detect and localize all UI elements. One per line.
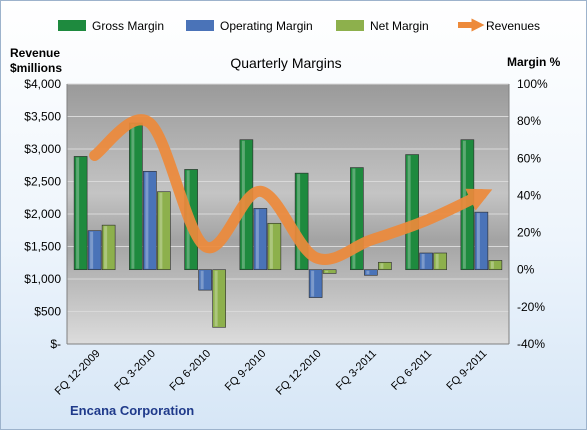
bar-highlight xyxy=(490,261,494,269)
left-tick-label: $500 xyxy=(34,305,61,319)
category-label: FQ 6-2010 xyxy=(168,348,214,394)
bar-highlight xyxy=(297,174,301,269)
right-tick-label: -20% xyxy=(517,300,545,314)
category-label: FQ 9-2010 xyxy=(223,348,269,394)
bar-highlight xyxy=(380,263,384,269)
bar-operating-margin xyxy=(198,269,212,291)
bar-highlight xyxy=(435,254,439,269)
bar-operating-margin xyxy=(308,269,323,298)
left-axis-ticks: $- $500 $1,000 $1,500 $2,000 $2,500 $3,000 $3,5… xyxy=(24,77,61,351)
legend: Gross Margin Operating Margin Net Margin… xyxy=(58,18,540,33)
left-tick-label: $4,000 xyxy=(24,77,61,91)
left-tick-label: $3,000 xyxy=(24,142,61,156)
bar-operating-margin xyxy=(474,211,489,271)
bar-highlight xyxy=(214,270,218,327)
left-tick-label: $3,500 xyxy=(24,110,61,124)
chart-title: Quarterly Margins xyxy=(230,55,341,71)
category-label: FQ 12-2009 xyxy=(53,348,103,398)
right-tick-label: 0% xyxy=(517,263,535,277)
left-tick-label: $2,500 xyxy=(24,175,61,189)
revenue-line xyxy=(89,114,493,265)
category-label: FQ 12-2010 xyxy=(274,348,324,398)
right-tick-label: -40% xyxy=(517,337,545,351)
bar-highlight xyxy=(76,157,80,269)
bar-operating-margin xyxy=(364,269,378,276)
right-axis-ticks: -40% -20% 0% 20% 40% 60% 80% 100% xyxy=(517,77,548,351)
bar-net-margin xyxy=(212,269,226,328)
bar-highlight xyxy=(90,231,94,269)
right-tick-label: 40% xyxy=(517,188,541,202)
bar-net-margin xyxy=(157,191,171,271)
company-name: Encana Corporation xyxy=(70,403,194,418)
category-label: FQ 9-2011 xyxy=(444,348,489,393)
bar-highlight xyxy=(311,270,315,297)
bar-highlight xyxy=(325,270,329,273)
bar-gross-margin xyxy=(129,122,143,271)
bar-operating-margin xyxy=(143,170,157,271)
bar-highlight xyxy=(352,168,356,269)
right-tick-label: 60% xyxy=(517,151,541,165)
bar-highlight xyxy=(366,270,370,275)
bar-highlight xyxy=(200,270,204,290)
y-right-axis-title: Margin % xyxy=(507,55,561,69)
legend-label-gross-margin: Gross Margin xyxy=(92,19,164,33)
bar-net-margin xyxy=(267,222,282,271)
category-label: FQ 3-2010 xyxy=(112,348,158,394)
legend-label-operating-margin: Operating Margin xyxy=(220,19,313,33)
legend-swatch-net-margin xyxy=(336,20,364,31)
bar-net-margin xyxy=(488,260,503,271)
y-left-axis-title-line-1: Revenue xyxy=(10,46,60,60)
bar-highlight xyxy=(421,254,425,269)
category-label: FQ 6-2011 xyxy=(389,348,434,393)
legend-swatch-operating-margin xyxy=(186,20,214,31)
right-tick-label: 80% xyxy=(517,114,541,128)
bar-highlight xyxy=(407,155,411,269)
legend-label-revenues: Revenues xyxy=(486,19,540,33)
bar-highlight xyxy=(255,209,259,269)
bar-operating-margin xyxy=(87,230,102,271)
left-tick-label: $1,500 xyxy=(24,240,61,254)
y-left-axis-title-line-2: $millions xyxy=(10,61,62,75)
revenue-series xyxy=(89,114,493,265)
bar-operating-margin xyxy=(419,252,433,271)
category-labels: FQ 12-2009 FQ 3-2010 FQ 6-2010 FQ 9-2010 FQ … xyxy=(53,348,490,398)
bar-highlight xyxy=(104,226,108,269)
bar-highlight xyxy=(159,192,163,269)
bar-net-margin xyxy=(101,224,116,271)
left-tick-label: $2,000 xyxy=(24,207,61,221)
right-tick-label: 20% xyxy=(517,226,541,240)
bar-highlight xyxy=(145,172,149,269)
category-label: FQ 3-2011 xyxy=(334,348,379,393)
legend-swatch-gross-margin xyxy=(58,20,86,31)
bar-operating-margin xyxy=(253,208,268,271)
bar-net-margin xyxy=(378,261,392,271)
left-tick-label: $- xyxy=(50,337,61,351)
right-tick-label: 100% xyxy=(517,77,548,91)
bar-net-margin xyxy=(322,269,337,274)
bar-highlight xyxy=(269,224,273,269)
left-tick-label: $1,000 xyxy=(24,272,61,286)
bar-highlight xyxy=(131,124,135,269)
bar-gross-margin xyxy=(405,154,419,271)
bar-net-margin xyxy=(433,252,447,271)
bar-gross-margin xyxy=(73,156,88,271)
bar-highlight xyxy=(476,213,480,269)
legend-label-net-margin: Net Margin xyxy=(370,19,429,33)
